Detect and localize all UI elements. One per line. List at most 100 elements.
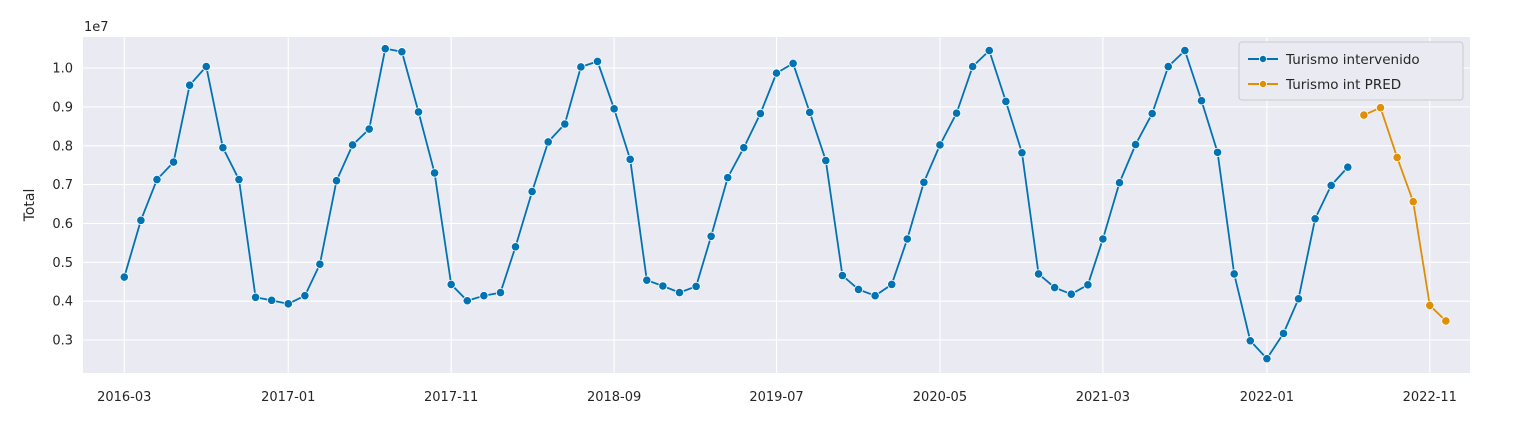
data-point bbox=[706, 231, 716, 241]
legend: Turismo intervenido Turismo int PRED bbox=[1238, 41, 1464, 101]
legend-marker-turismo-intervenido bbox=[1259, 55, 1268, 64]
data-point bbox=[380, 44, 390, 54]
data-point bbox=[1114, 178, 1125, 188]
data-point bbox=[429, 168, 440, 178]
data-point bbox=[1229, 269, 1239, 279]
data-point bbox=[1163, 61, 1173, 72]
data-point bbox=[1066, 289, 1076, 299]
data-point bbox=[1441, 316, 1451, 326]
data-point bbox=[185, 80, 195, 90]
legend-label-turismo-intervenido: Turismo intervenido bbox=[1285, 52, 1420, 68]
data-point bbox=[1293, 294, 1304, 304]
data-point bbox=[1033, 269, 1044, 279]
data-point bbox=[201, 61, 211, 72]
data-point bbox=[218, 143, 228, 153]
data-point bbox=[609, 104, 619, 114]
data-point bbox=[642, 275, 652, 285]
y-gridlines bbox=[83, 67, 1470, 341]
series-line-turismo-intervenido bbox=[123, 47, 1349, 360]
data-point bbox=[837, 270, 848, 281]
data-point bbox=[1262, 354, 1272, 364]
data-point bbox=[234, 174, 244, 185]
data-point bbox=[315, 259, 325, 269]
data-point bbox=[1343, 162, 1353, 172]
series-turismo-int-pred bbox=[1359, 103, 1451, 326]
x-tick-label: 2021-03 bbox=[1076, 390, 1130, 405]
data-point bbox=[1359, 110, 1369, 120]
x-tick-label: 2017-01 bbox=[261, 390, 315, 405]
data-point bbox=[1375, 103, 1386, 113]
data-point bbox=[527, 186, 537, 197]
data-point bbox=[560, 119, 570, 129]
data-point bbox=[691, 281, 701, 291]
data-point bbox=[902, 234, 912, 244]
data-point bbox=[1408, 197, 1418, 207]
x-tick-label: 2020-05 bbox=[913, 390, 967, 405]
data-point bbox=[1050, 282, 1060, 293]
series-layer bbox=[119, 44, 1451, 364]
y-tick-label: 0.6 bbox=[52, 217, 73, 232]
data-point bbox=[625, 154, 635, 164]
data-point bbox=[397, 47, 407, 57]
data-point bbox=[821, 155, 831, 166]
data-point bbox=[152, 174, 162, 185]
x-tick-label: 2022-11 bbox=[1403, 390, 1457, 405]
data-point bbox=[1326, 180, 1336, 190]
x-tick-label: 2022-01 bbox=[1240, 390, 1294, 405]
data-point bbox=[1310, 214, 1320, 224]
data-point bbox=[1147, 108, 1157, 119]
y-scale-label: 1e7 bbox=[84, 20, 109, 35]
data-point bbox=[935, 140, 945, 150]
data-point bbox=[1017, 148, 1027, 158]
data-point bbox=[887, 279, 897, 290]
y-tick-labels: 0.3 0.4 0.5 0.6 0.7 0.8 0.9 1.0 bbox=[52, 62, 73, 349]
data-point bbox=[510, 242, 521, 252]
y-tick-label: 0.9 bbox=[52, 100, 73, 115]
x-tick-label: 2018-09 bbox=[587, 390, 641, 405]
data-point bbox=[446, 279, 456, 290]
data-point bbox=[870, 291, 880, 301]
data-point bbox=[1196, 96, 1207, 106]
y-tick-label: 1.0 bbox=[52, 62, 73, 77]
data-point bbox=[805, 107, 815, 117]
x-tick-label: 2017-11 bbox=[424, 390, 478, 405]
data-point bbox=[331, 176, 342, 186]
data-point bbox=[347, 140, 358, 150]
data-point bbox=[1278, 328, 1289, 338]
series-turismo-intervenido bbox=[119, 44, 1353, 364]
data-point bbox=[1098, 234, 1108, 244]
data-point bbox=[168, 157, 179, 167]
data-point bbox=[136, 215, 146, 225]
data-point bbox=[1001, 96, 1011, 107]
data-point bbox=[771, 68, 782, 78]
data-point bbox=[1083, 280, 1093, 290]
data-point bbox=[267, 295, 277, 305]
y-tick-label: 0.5 bbox=[52, 256, 73, 271]
x-tick-labels: 2016-03 2017-01 2017-11 2018-09 2019-07 2020-… bbox=[97, 390, 1457, 405]
data-point bbox=[1212, 147, 1223, 157]
data-point bbox=[674, 287, 685, 298]
data-point bbox=[723, 173, 733, 183]
data-point bbox=[984, 45, 994, 56]
data-point bbox=[250, 292, 261, 302]
data-point bbox=[739, 143, 749, 153]
data-point bbox=[592, 56, 603, 67]
data-point bbox=[479, 291, 489, 301]
y-tick-label: 0.7 bbox=[52, 178, 73, 193]
data-point bbox=[951, 108, 962, 118]
legend-label-turismo-int-pred: Turismo int PRED bbox=[1285, 77, 1401, 93]
data-point bbox=[413, 107, 424, 117]
data-point bbox=[755, 108, 766, 119]
data-point bbox=[1180, 45, 1190, 56]
data-point bbox=[1392, 152, 1402, 163]
data-point bbox=[495, 287, 506, 298]
data-point bbox=[119, 272, 129, 282]
data-point bbox=[283, 299, 293, 309]
y-tick-label: 0.8 bbox=[52, 139, 73, 154]
x-tick-label: 2019-07 bbox=[749, 390, 803, 405]
data-point bbox=[364, 124, 374, 134]
legend-marker-turismo-int-pred bbox=[1259, 80, 1268, 89]
x-tick-label: 2016-03 bbox=[97, 390, 151, 405]
data-point bbox=[658, 281, 668, 291]
